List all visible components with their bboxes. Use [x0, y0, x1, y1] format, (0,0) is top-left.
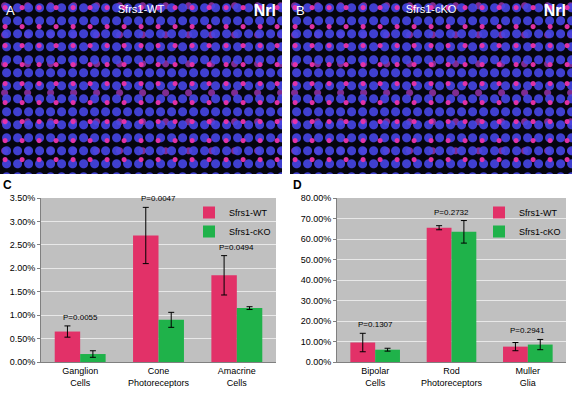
- svg-text:ConePhotoreceptors: ConePhotoreceptors: [128, 366, 190, 388]
- svg-text:Sfrs1-WT: Sfrs1-WT: [229, 208, 267, 218]
- svg-text:3.50%: 3.50%: [10, 193, 36, 203]
- svg-text:1.50%: 1.50%: [10, 287, 36, 297]
- svg-text:BipolarCells: BipolarCells: [361, 366, 389, 388]
- html-text:D: D: [293, 178, 302, 192]
- svg-text:RodPhotoreceptors: RodPhotoreceptors: [421, 366, 483, 388]
- html-text:Nrl: Nrl: [543, 2, 566, 19]
- svg-text:P=0.0055: P=0.0055: [63, 313, 98, 322]
- svg-text:0.00%: 0.00%: [10, 357, 36, 367]
- svg-text:Sfrs1-cKO: Sfrs1-cKO: [229, 227, 271, 237]
- svg-text:50.00%: 50.00%: [301, 255, 332, 265]
- svg-text:10.00%: 10.00%: [301, 337, 332, 347]
- html-text:Sfrs1-cKO: Sfrs1-cKO: [405, 3, 457, 15]
- svg-text:0.00%: 0.00%: [306, 357, 332, 367]
- svg-text:20.00%: 20.00%: [301, 316, 332, 326]
- svg-text:P=0.1307: P=0.1307: [358, 320, 393, 329]
- svg-text:2.00%: 2.00%: [10, 263, 36, 273]
- svg-text:Sfrs1-cKO: Sfrs1-cKO: [519, 227, 561, 237]
- svg-text:MullerGlia: MullerGlia: [516, 366, 541, 388]
- svg-text:30.00%: 30.00%: [301, 296, 332, 306]
- html-text:A: A: [6, 3, 15, 18]
- svg-text:P=0.0047: P=0.0047: [141, 194, 176, 203]
- svg-text:3.00%: 3.00%: [10, 217, 36, 227]
- svg-text:60.00%: 60.00%: [301, 234, 332, 244]
- svg-text:P=0.0494: P=0.0494: [219, 243, 254, 252]
- svg-text:Sfrs1-WT: Sfrs1-WT: [519, 208, 557, 218]
- svg-text:1.00%: 1.00%: [10, 310, 36, 320]
- svg-text:40.00%: 40.00%: [301, 275, 332, 285]
- html-text:B: B: [296, 3, 305, 18]
- svg-text:P=0.2941: P=0.2941: [510, 326, 545, 335]
- html-text:Nrl: Nrl: [253, 2, 276, 19]
- svg-text:0.50%: 0.50%: [10, 334, 36, 344]
- html-text:Sfrs1-WT: Sfrs1-WT: [117, 3, 165, 15]
- svg-text:GanglionCells: GanglionCells: [62, 366, 98, 388]
- svg-text:P=0.2732: P=0.2732: [434, 208, 469, 217]
- html-text:C: C: [3, 178, 12, 192]
- svg-text:80.00%: 80.00%: [301, 193, 332, 203]
- svg-text:AmacrineCells: AmacrineCells: [218, 366, 256, 388]
- svg-text:2.50%: 2.50%: [10, 240, 36, 250]
- svg-text:70.00%: 70.00%: [301, 214, 332, 224]
